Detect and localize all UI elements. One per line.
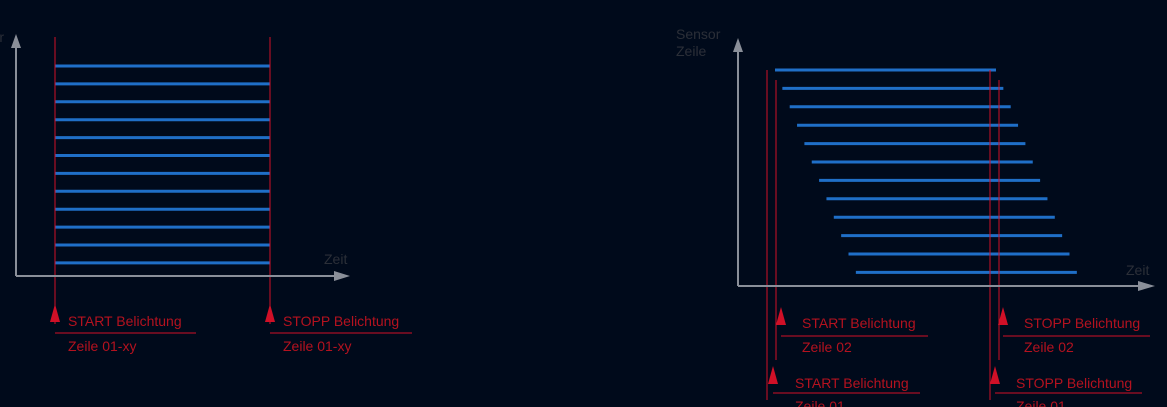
- left-start-arrow-icon: [50, 304, 60, 322]
- left-x-axis-arrow-icon: [334, 271, 350, 281]
- left-y-axis-arrow-icon: [11, 34, 21, 48]
- left-x-axis-label: Zeit: [324, 251, 347, 267]
- right-x-axis-arrow-icon: [1138, 281, 1155, 291]
- right-start-row1-arrow-icon: [768, 366, 778, 384]
- right-y-axis-arrow-icon: [733, 38, 743, 52]
- right-exposure-lines: [775, 68, 1077, 274]
- right-y-axis-label-2: Zeile: [676, 43, 707, 59]
- right-start-row2-arrow-icon: [776, 307, 786, 325]
- left-start-title: START Belichtung: [68, 313, 182, 329]
- right-stop-row2-arrow-icon: [998, 307, 1008, 325]
- right-stop-row2-subtitle: Zeile 02: [1024, 339, 1074, 355]
- right-start-row2-title: START Belichtung: [802, 315, 916, 331]
- left-start-subtitle: Zeile 01-xy: [68, 338, 136, 354]
- right-stop-row2-title: STOPP Belichtung: [1024, 315, 1140, 331]
- left-stop-subtitle: Zeile 01-xy: [283, 338, 351, 354]
- left-y-axis-label: Sensor: [0, 29, 4, 45]
- right-y-axis-label-1: Sensor: [676, 26, 721, 42]
- right-x-axis-label: Zeit: [1126, 262, 1149, 278]
- right-stop-row1-title: STOPP Belichtung: [1016, 375, 1132, 391]
- right-start-row1-title: START Belichtung: [795, 375, 909, 391]
- right-stop-row1-arrow-icon: [990, 366, 1000, 384]
- right-stop-row1-subtitle: Zeile 01: [1016, 398, 1066, 407]
- left-stop-arrow-icon: [265, 304, 275, 322]
- left-diagram: Sensor Zeit START Belichtung Zeile 01-xy…: [0, 29, 412, 354]
- left-exposure-lines: [55, 64, 270, 265]
- right-start-row1-subtitle: Zeile 01: [795, 398, 845, 407]
- right-start-row2-subtitle: Zeile 02: [802, 339, 852, 355]
- left-stop-title: STOPP Belichtung: [283, 313, 399, 329]
- right-diagram: Sensor Zeile Zeit START Belichtung Zeile…: [676, 26, 1155, 407]
